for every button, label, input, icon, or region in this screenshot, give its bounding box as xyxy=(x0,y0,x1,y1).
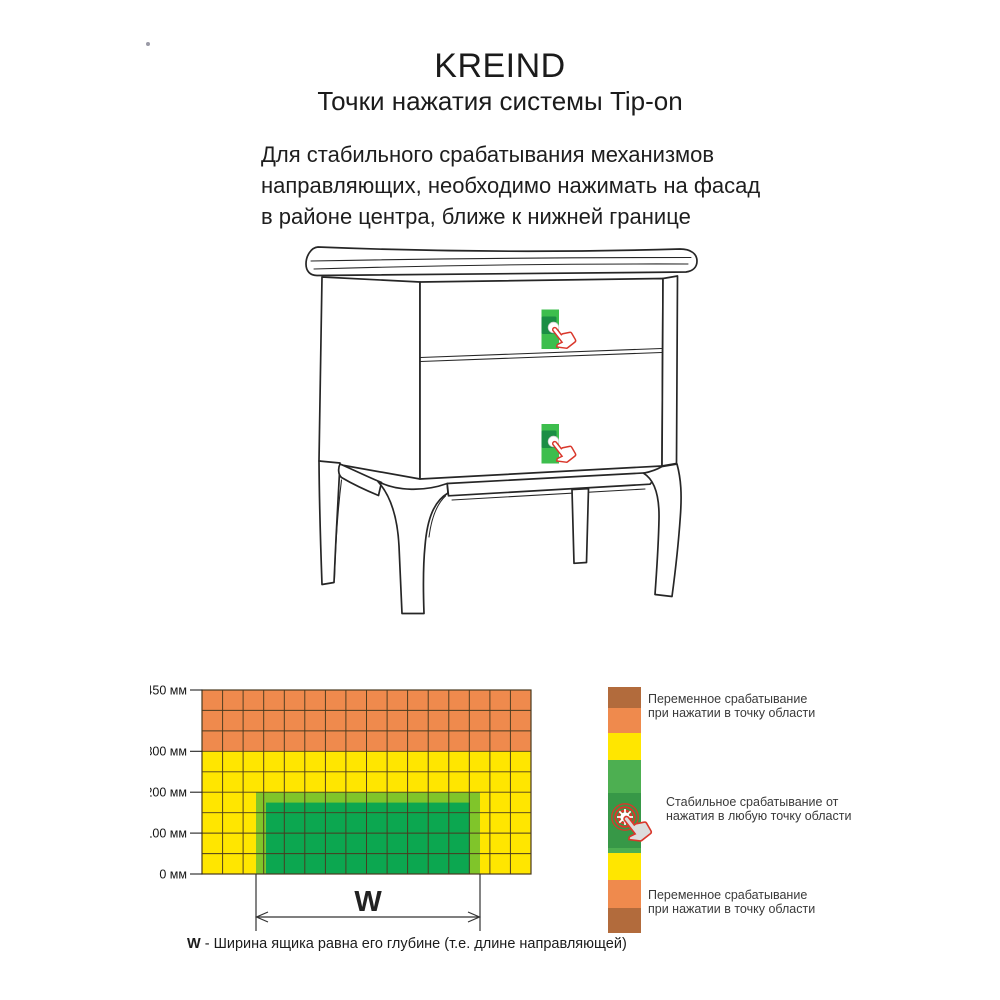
page-subtitle: Точки нажатия системы Tip-on xyxy=(317,86,683,116)
y-axis-ticks xyxy=(190,689,203,875)
tap-ring-middle xyxy=(614,806,636,828)
w-caption-symbol: W xyxy=(187,936,201,952)
y-tick-label: 300 мм xyxy=(150,745,187,759)
leg-back-left xyxy=(318,460,341,586)
legend-item-stable: Стабильное срабатывание от нажатия в люб… xyxy=(666,795,852,823)
side-panel xyxy=(318,276,421,480)
leg-back-center xyxy=(571,487,590,565)
nightstand-top xyxy=(305,246,698,277)
leg-front-left xyxy=(377,480,449,615)
legend-item-variable-bottom: Переменное срабатывание при нажатии в то… xyxy=(648,888,816,916)
tap-ring-outer xyxy=(611,803,639,831)
legend-swatch-yellow-top xyxy=(608,733,641,760)
grid-border xyxy=(201,689,532,875)
zone-green-inner xyxy=(266,802,470,874)
legend-color-bar xyxy=(608,687,654,933)
y-axis-labels: 450 мм 300 мм 200 мм 100 мм 0 мм xyxy=(150,683,187,881)
w-dimension: W xyxy=(254,874,482,931)
y-tick-label: 0 мм xyxy=(159,867,187,881)
y-tick-label: 100 мм xyxy=(150,826,187,840)
legend-swatch-orange-top xyxy=(608,708,641,733)
w-dimension-label: W xyxy=(354,886,382,918)
w-caption-text: - Ширина ящика равна его глубине (т.е. д… xyxy=(204,936,627,952)
legend-touch-icon xyxy=(611,803,654,848)
stray-dot xyxy=(146,42,150,46)
brand-title: KREIND xyxy=(434,47,566,85)
apron-left xyxy=(337,463,383,497)
instruction-text: Для стабильного срабатывания механизмов … xyxy=(261,142,761,229)
press-zone-chart: 450 мм 300 мм 200 мм 100 мм 0 мм W xyxy=(150,683,532,931)
touch-point-bottom-drawer xyxy=(541,424,578,468)
y-tick-label: 200 мм xyxy=(150,786,187,800)
w-caption: W - Ширина ящика равна его глубине (т.е.… xyxy=(187,936,627,952)
nightstand-legs xyxy=(318,460,682,615)
nightstand-illustration xyxy=(305,246,698,615)
drawer-divider xyxy=(419,347,663,359)
legend-swatch-brown-top xyxy=(608,687,641,708)
legend-swatch-brown-bottom xyxy=(608,908,641,933)
right-edge xyxy=(661,275,679,467)
leg-front-right xyxy=(642,463,682,598)
legend-item-variable-top: Переменное срабатывание при нажатии в то… xyxy=(648,692,816,720)
legend-swatch-orange-bottom xyxy=(608,880,641,908)
y-tick-label: 450 мм xyxy=(150,683,187,697)
legend-swatch-yellow-bottom xyxy=(608,853,641,880)
nightstand-body xyxy=(318,275,679,480)
touch-point-top-drawer xyxy=(541,309,578,354)
